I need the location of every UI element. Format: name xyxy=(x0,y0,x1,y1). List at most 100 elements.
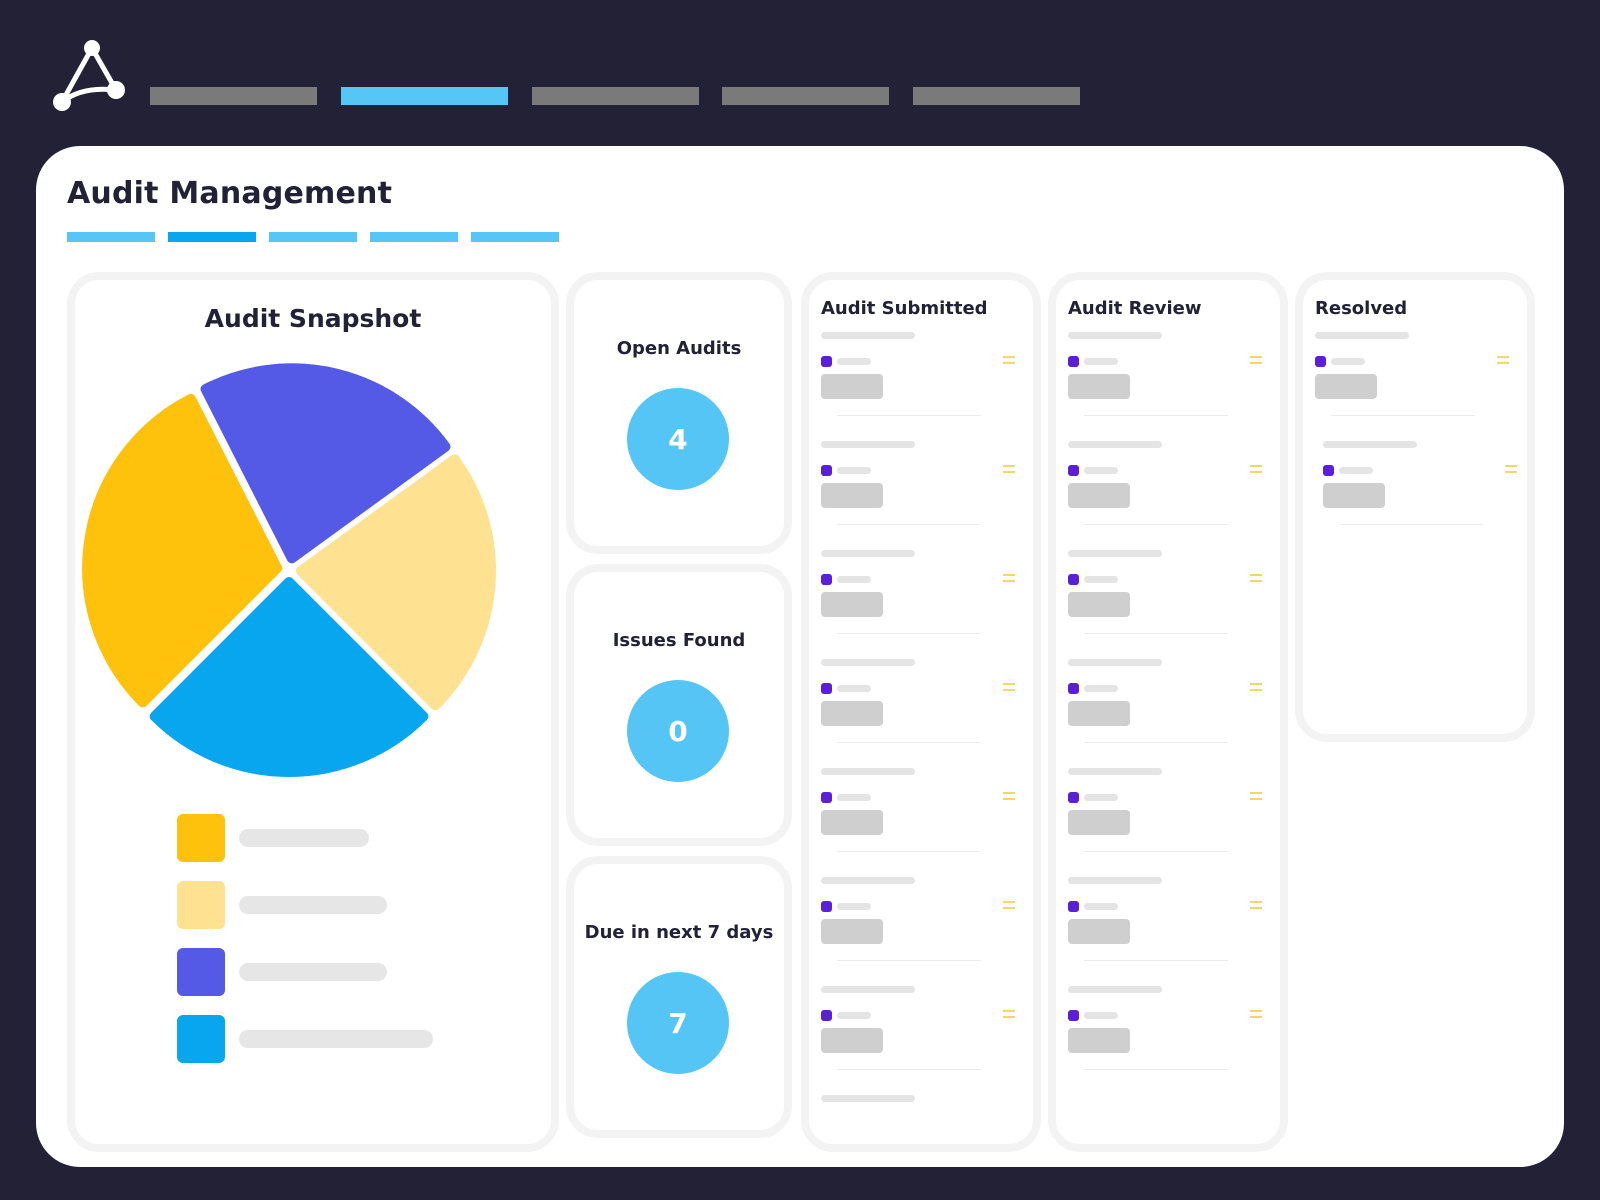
drag-handle-icon[interactable] xyxy=(1003,683,1015,691)
card-meta-line xyxy=(1084,903,1118,910)
drag-handle-icon[interactable] xyxy=(1505,465,1517,473)
status-dot-icon xyxy=(1068,465,1079,476)
audit-card[interactable] xyxy=(821,877,1021,977)
stat-panel-issues-found: Issues Found 0 xyxy=(566,564,792,846)
card-tag xyxy=(1068,810,1130,835)
top-nav-tab-5[interactable] xyxy=(913,87,1080,105)
card-tag xyxy=(1068,1028,1130,1053)
sub-tab-3[interactable] xyxy=(269,232,357,242)
drag-handle-icon[interactable] xyxy=(1003,901,1015,909)
card-meta-line xyxy=(1339,467,1373,474)
card-title-line xyxy=(1068,768,1162,775)
card-meta-line xyxy=(1084,576,1118,583)
card-tag xyxy=(821,701,883,726)
card-meta-line xyxy=(1084,794,1118,801)
legend-swatch-1 xyxy=(177,814,225,862)
stat-panel-open-audits: Open Audits 4 xyxy=(566,272,792,554)
card-meta-line xyxy=(837,685,871,692)
drag-handle-icon[interactable] xyxy=(1250,683,1262,691)
legend-swatch-2 xyxy=(177,881,225,929)
status-dot-icon xyxy=(1323,465,1334,476)
drag-handle-icon[interactable] xyxy=(1003,356,1015,364)
drag-handle-icon[interactable] xyxy=(1250,574,1262,582)
legend-label-3 xyxy=(239,963,387,981)
drag-handle-icon[interactable] xyxy=(1250,901,1262,909)
column-title: Audit Submitted xyxy=(821,298,988,319)
card-meta-line xyxy=(1331,358,1365,365)
audit-card[interactable] xyxy=(1068,550,1268,650)
stat-value-badge[interactable]: 7 xyxy=(627,972,729,1074)
drag-handle-icon[interactable] xyxy=(1003,1010,1015,1018)
card-title-line xyxy=(1068,877,1162,884)
audit-card[interactable] xyxy=(821,768,1021,868)
drag-handle-icon[interactable] xyxy=(1003,574,1015,582)
audit-card[interactable] xyxy=(1323,441,1523,541)
sub-tab-1[interactable] xyxy=(67,232,155,242)
stat-value-badge[interactable]: 0 xyxy=(627,680,729,782)
top-nav-tab-3[interactable] xyxy=(532,87,699,105)
card-title-line xyxy=(821,550,915,557)
audit-card[interactable] xyxy=(821,332,1021,432)
card-title-line xyxy=(1068,659,1162,666)
top-nav-tab-1[interactable] xyxy=(150,87,317,105)
main-card: Audit Management Audit Snapshot Open Aud… xyxy=(36,146,1564,1167)
drag-handle-icon[interactable] xyxy=(1003,792,1015,800)
status-dot-icon xyxy=(1068,574,1079,585)
card-divider xyxy=(837,742,981,743)
drag-handle-icon[interactable] xyxy=(1250,465,1262,473)
status-dot-icon xyxy=(821,901,832,912)
audit-card[interactable] xyxy=(821,986,1021,1086)
top-nav-tab-4[interactable] xyxy=(722,87,889,105)
stat-value-badge[interactable]: 4 xyxy=(627,388,729,490)
audit-card[interactable] xyxy=(821,550,1021,650)
card-divider xyxy=(1084,851,1228,852)
audit-card[interactable] xyxy=(1068,659,1268,759)
drag-handle-icon[interactable] xyxy=(1250,1010,1262,1018)
sub-tab-5[interactable] xyxy=(471,232,559,242)
card-tag xyxy=(1068,374,1130,399)
audit-card[interactable] xyxy=(1068,441,1268,541)
stat-label: Due in next 7 days xyxy=(584,922,774,943)
card-title-line xyxy=(1323,441,1417,448)
sub-tab-2-active[interactable] xyxy=(168,232,256,242)
card-divider xyxy=(837,851,981,852)
card-divider xyxy=(837,524,981,525)
card-tag xyxy=(821,592,883,617)
drag-handle-icon[interactable] xyxy=(1497,356,1509,364)
sub-tab-4[interactable] xyxy=(370,232,458,242)
status-dot-icon xyxy=(821,1010,832,1021)
audit-card[interactable] xyxy=(821,441,1021,541)
audit-card[interactable] xyxy=(821,659,1021,759)
drag-handle-icon[interactable] xyxy=(1250,792,1262,800)
card-tag xyxy=(1068,701,1130,726)
pie-slice-1[interactable] xyxy=(82,393,283,708)
card-divider xyxy=(1084,960,1228,961)
card-title-line xyxy=(821,986,915,993)
app-logo-icon[interactable] xyxy=(48,36,130,116)
drag-handle-icon[interactable] xyxy=(1003,465,1015,473)
audit-card[interactable] xyxy=(1068,877,1268,977)
card-title-line xyxy=(1068,986,1162,993)
card-tag xyxy=(1068,919,1130,944)
status-dot-icon xyxy=(1068,792,1079,803)
pie-slice-3[interactable] xyxy=(295,454,496,711)
status-dot-icon xyxy=(821,683,832,694)
card-tag xyxy=(821,1028,883,1053)
card-divider xyxy=(837,415,981,416)
drag-handle-icon[interactable] xyxy=(1250,356,1262,364)
pie-slice-4[interactable] xyxy=(149,577,429,777)
card-divider xyxy=(1339,524,1483,525)
status-dot-icon xyxy=(821,356,832,367)
card-meta-line xyxy=(837,794,871,801)
top-nav-tab-2-active[interactable] xyxy=(341,87,508,105)
card-divider xyxy=(1084,1069,1228,1070)
audit-card[interactable] xyxy=(1068,986,1268,1086)
audit-card[interactable] xyxy=(1068,768,1268,868)
status-dot-icon xyxy=(1068,683,1079,694)
legend-label-1 xyxy=(239,829,369,847)
audit-card[interactable] xyxy=(1315,332,1515,432)
pie-slice-2[interactable] xyxy=(200,363,451,564)
card-meta-line xyxy=(837,467,871,474)
audit-card[interactable] xyxy=(1068,332,1268,432)
page-title: Audit Management xyxy=(67,176,393,211)
